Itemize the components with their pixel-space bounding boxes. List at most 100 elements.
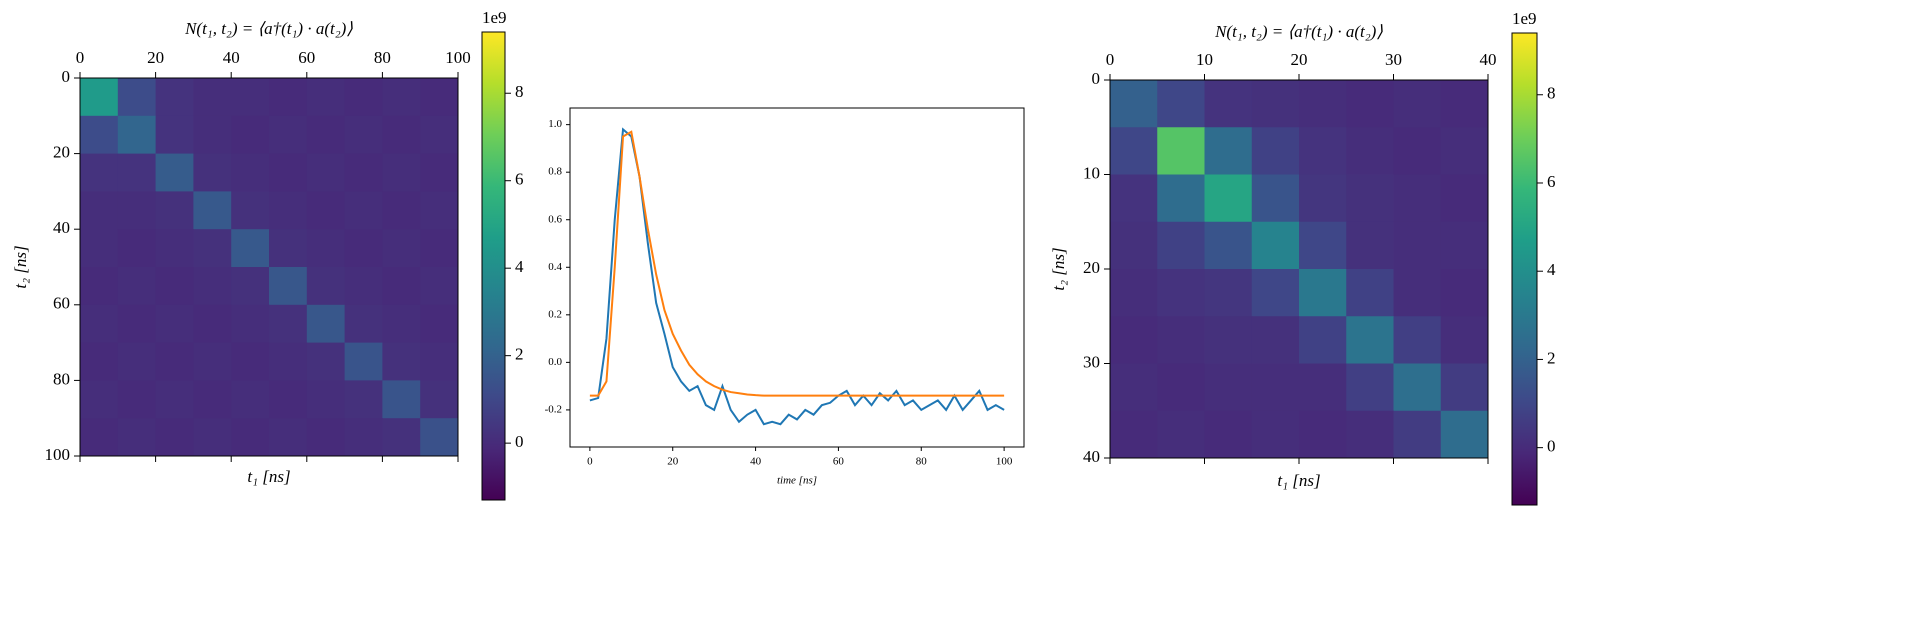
heatmap-cell	[1251, 316, 1300, 364]
heatmap-cell	[155, 380, 194, 419]
heatmap-cell	[344, 380, 383, 419]
heatmap-cell	[344, 229, 383, 268]
y-tick-label: 60	[53, 294, 70, 313]
heatmap-cell	[155, 267, 194, 306]
heatmap-cell	[1204, 410, 1253, 459]
heatmap-cell	[1157, 80, 1205, 128]
heatmap-cell	[269, 380, 308, 419]
x-tick-label: 100	[445, 48, 471, 67]
x-tick-label: 60	[298, 48, 315, 67]
heatmap-cell	[1440, 316, 1489, 364]
heatmap-cell	[382, 229, 421, 268]
y-tick-label: 0	[1092, 69, 1101, 88]
heatmap-cell	[1346, 410, 1394, 459]
heatmap-cell	[420, 78, 459, 117]
heatmap-cell	[306, 342, 346, 381]
heatmap-cell	[420, 380, 459, 419]
heatmap-cell	[1110, 410, 1158, 459]
heatmap-cell	[1440, 269, 1489, 317]
x-tick-label: 80	[916, 456, 928, 468]
heatmap-cell	[420, 418, 459, 457]
heatmap-cell	[306, 191, 346, 230]
heatmap-cell	[1299, 316, 1347, 364]
heatmap-cell	[193, 115, 232, 155]
heatmap-cell	[1440, 174, 1489, 223]
heatmap-cell	[117, 78, 157, 117]
heatmap-cell	[1299, 410, 1347, 459]
heatmap-cell	[1440, 221, 1489, 270]
heatmap-cell	[193, 153, 232, 192]
x-axis-label: t₁ [ns]	[247, 467, 290, 486]
x-tick-label: 100	[996, 456, 1013, 468]
heatmap-cell	[1157, 363, 1205, 412]
heatmap-cell	[1110, 316, 1158, 364]
colorbar-offset: 1e9	[1512, 9, 1537, 28]
heatmap-cell	[155, 304, 194, 344]
heatmap-cell	[269, 78, 308, 117]
heatmap-cell	[1440, 127, 1489, 175]
heatmap-cell	[1204, 269, 1253, 317]
heatmap-cell	[231, 229, 270, 268]
heatmap-cell	[1393, 174, 1442, 223]
heatmap-cell	[1346, 80, 1394, 128]
heatmap-cell	[1346, 127, 1394, 175]
colorbar-tick-label: 0	[1547, 437, 1556, 456]
heatmap-cell	[80, 115, 119, 155]
chart-title: N(t₁, t₂) = ⟨a†(t₁) · a(t₂)⟩	[1214, 22, 1383, 41]
x-tick-label: 30	[1385, 50, 1402, 69]
heatmap-cell	[1299, 127, 1347, 175]
x-tick-label: 0	[1106, 50, 1115, 69]
heatmap-cell	[1204, 221, 1253, 270]
colorbar-tick-label: 2	[1547, 348, 1556, 367]
heatmap-cell	[1346, 269, 1394, 317]
heatmap-cell	[80, 267, 119, 306]
heatmap-cell	[80, 418, 119, 457]
heatmap-cell	[1299, 269, 1347, 317]
y-axis-label: t₂ [ns]	[1049, 247, 1068, 290]
heatmap-cell	[193, 418, 232, 457]
heatmap-cell	[1110, 174, 1158, 223]
heatmap-cell	[1204, 363, 1253, 412]
x-tick-label: 0	[76, 48, 85, 67]
heatmap-cell	[344, 115, 383, 155]
data-line	[589, 130, 1005, 397]
heatmap-cell	[420, 115, 459, 155]
heatmap-cell	[1110, 269, 1158, 317]
y-tick-label: 40	[1083, 447, 1100, 466]
colorbar-tick-label: 6	[515, 170, 524, 189]
colorbar	[1511, 32, 1538, 506]
colorbar-tick-label: 4	[515, 257, 524, 276]
heatmap-cell	[1393, 127, 1442, 175]
heatmap-cell	[344, 267, 383, 306]
plot-frame	[79, 77, 459, 457]
heatmap-cell	[382, 342, 421, 381]
heatmap-cell	[80, 191, 119, 230]
heatmap-cell	[193, 191, 232, 230]
heatmap-cell	[344, 342, 383, 381]
x-tick-label: 40	[750, 456, 762, 468]
y-tick-label: 0.8	[548, 166, 562, 178]
heatmap-cell	[117, 191, 157, 230]
heatmap-cell	[155, 342, 194, 381]
colorbar-tick-label: 0	[515, 432, 524, 451]
colorbar-tick-label: 2	[515, 345, 524, 364]
colorbar	[481, 31, 506, 501]
heatmap-cell	[306, 267, 346, 306]
heatmap-cell	[1393, 363, 1442, 412]
heatmap-cell	[1440, 410, 1489, 459]
heatmap-cell	[117, 115, 157, 155]
heatmap-cell	[1251, 221, 1300, 270]
x-tick-label: 20	[147, 48, 164, 67]
heatmap-cell	[117, 418, 157, 457]
y-tick-label: 30	[1083, 352, 1100, 371]
heatmap-cell	[306, 304, 346, 344]
colorbar-tick-label: 6	[1547, 172, 1556, 191]
heatmap-cell	[1157, 127, 1205, 175]
heatmap-cell	[1204, 80, 1253, 128]
heatmap-cell	[420, 267, 459, 306]
heatmap-cell	[1251, 174, 1300, 223]
heatmap-cell	[382, 191, 421, 230]
heatmap-cell	[231, 78, 270, 117]
heatmap-cell	[80, 78, 119, 117]
